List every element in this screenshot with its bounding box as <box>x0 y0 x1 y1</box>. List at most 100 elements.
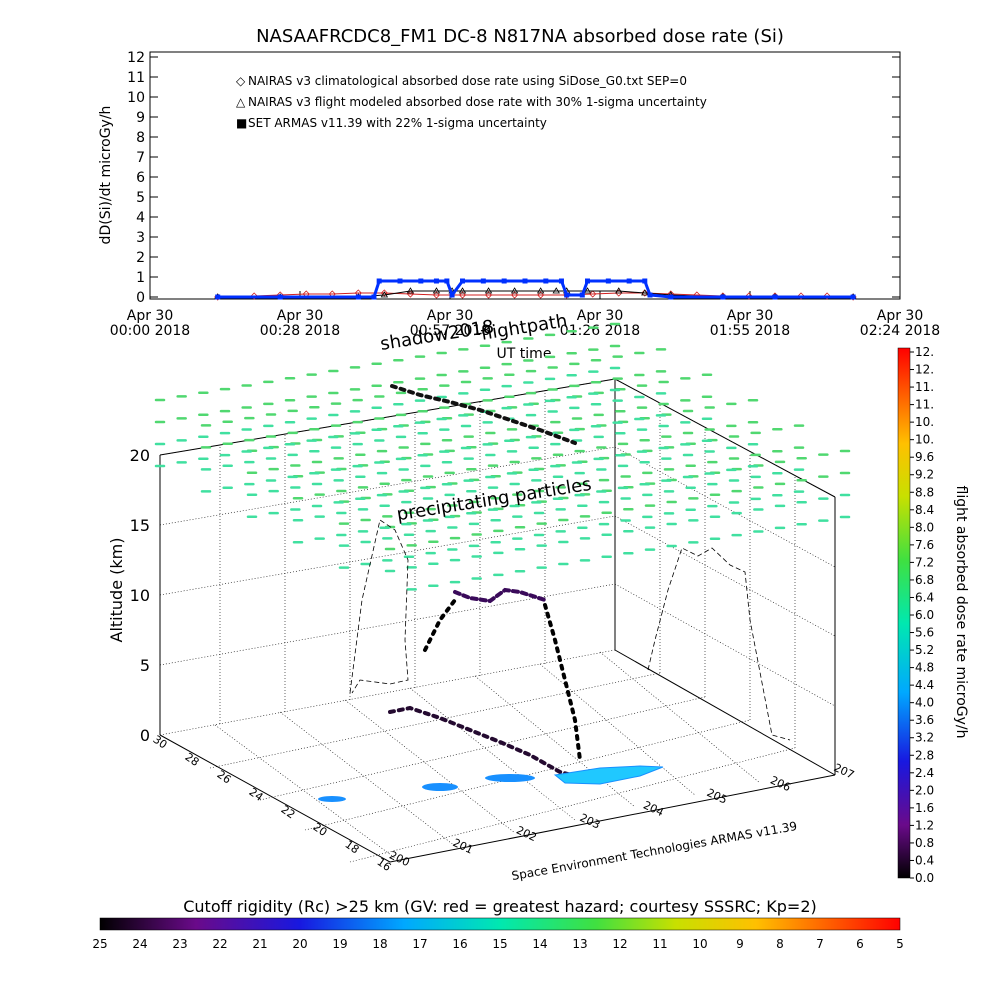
data-point <box>432 291 441 299</box>
dose-tick-label: 8.0 <box>915 520 934 534</box>
flight-path <box>388 384 592 782</box>
dose-tick-label: 7.6 <box>915 538 934 552</box>
data-point <box>449 292 455 298</box>
data-point <box>615 287 623 294</box>
data-point <box>380 289 388 297</box>
data-point <box>558 278 564 284</box>
x-tick-label: Apr 30 <box>727 308 773 324</box>
data-point <box>745 292 753 300</box>
y-tick-label: 9 <box>136 110 145 126</box>
x-tick-label: 02:24 2018 <box>860 323 940 339</box>
cutoff-colorbar-gradient <box>99 917 901 931</box>
cutoff-tick-label: 16 <box>452 937 467 951</box>
data-point <box>418 278 424 284</box>
longitude-tick: 207 <box>832 761 857 782</box>
legend-symbol-climatological: ◇ <box>236 74 246 88</box>
cutoff-tick-label: 24 <box>132 937 147 951</box>
data-point <box>552 287 560 294</box>
dose-tick-label: 11. <box>915 398 934 412</box>
x-tick-label: Apr 30 <box>427 308 473 324</box>
precip-label: precipitating particles <box>395 474 593 526</box>
rigidity-patch <box>318 796 346 802</box>
x-tick-label: Apr 30 <box>877 308 923 324</box>
data-point <box>536 287 545 294</box>
data-point <box>720 294 726 300</box>
rigidity-patch <box>485 774 535 782</box>
data-point <box>543 278 549 284</box>
dose-tick-label: 11. <box>915 380 934 394</box>
data-point <box>564 292 570 298</box>
cutoff-tick-label: 15 <box>492 937 507 951</box>
data-point <box>772 294 778 300</box>
data-point <box>432 287 441 294</box>
x-axis-label: UT time <box>497 346 552 362</box>
data-point <box>380 291 389 298</box>
cutoff-tick-label: 8 <box>776 937 784 951</box>
dose-tick-label: 10. <box>915 415 934 429</box>
cutoff-tick-label: 19 <box>332 937 347 951</box>
cutoff-tick-label: 7 <box>816 937 824 951</box>
data-point <box>460 278 465 284</box>
dose-tick-label: 0.8 <box>915 836 934 850</box>
latitude-tick: 30 <box>151 733 170 752</box>
dose-colorbar-label: flight absorbed dose rate microGy/h <box>953 486 969 739</box>
dose-tick-label: 0.4 <box>915 853 934 867</box>
dose-tick-label: 9.6 <box>915 450 934 464</box>
dose-tick-label: 1.6 <box>915 801 934 815</box>
x-tick-label: Apr 30 <box>127 308 173 324</box>
longitude-tick: 204 <box>641 798 666 819</box>
y-tick-label: 1 <box>136 270 145 286</box>
data-point <box>444 278 450 284</box>
y-tick-label: 12 <box>127 50 145 66</box>
y-tick-label: 4 <box>136 210 145 226</box>
cutoff-tick-label: 18 <box>372 937 387 951</box>
data-point <box>647 292 653 298</box>
longitude-tick: 203 <box>578 811 603 832</box>
data-point <box>641 289 649 297</box>
y-tick-label: 11 <box>127 70 145 86</box>
data-point <box>376 278 382 284</box>
altitude-ticks: 0 5 10 15 20 <box>130 446 150 745</box>
y-tick-label: 10 <box>127 90 145 106</box>
cutoff-tick-label: 23 <box>172 937 187 951</box>
data-point <box>484 287 493 294</box>
latitude-tick: 24 <box>247 785 266 804</box>
data-point <box>823 292 831 300</box>
cutoff-tick-label: 20 <box>292 937 307 951</box>
cutoff-tick-label: 6 <box>856 937 864 951</box>
data-point <box>501 278 507 284</box>
data-point <box>583 287 592 294</box>
cutoff-tick-label: 14 <box>532 937 547 951</box>
x-tick-label: 01:26 2018 <box>560 323 640 339</box>
dose-tick-label: 4.8 <box>915 661 934 675</box>
latitude-tick: 26 <box>215 768 234 787</box>
shadow-yz <box>647 547 791 741</box>
data-point <box>480 278 486 284</box>
cutoff-tick-label: 25 <box>92 937 107 951</box>
y-tick-label: 8 <box>136 130 145 146</box>
latitude-tick: 22 <box>279 803 298 822</box>
dose-ticks: 12. 12. 11. 11. 10. 10. 9.6 9.2 8.8 8.4 8.0 7.6 7.2 6… <box>910 345 934 885</box>
x-tick-label: 00:00 2018 <box>110 323 190 339</box>
altitude-tick: 5 <box>140 656 150 675</box>
dose-tick-label: 5.2 <box>915 643 934 657</box>
cutoff-tick-label: 5 <box>896 937 904 951</box>
dose-tick-label: 6.0 <box>915 608 934 622</box>
x-tick-label: 01:55 2018 <box>710 323 790 339</box>
dose-tick-label: 10. <box>915 433 934 447</box>
altitude-tick: 0 <box>140 726 150 745</box>
dose-tick-label: 3.6 <box>915 713 934 727</box>
cutoff-tick-label: 12 <box>612 937 627 951</box>
y-tick-label: 5 <box>136 190 145 206</box>
longitude-tick: 205 <box>705 786 730 807</box>
legend-label-climatological: NAIRAS v3 climatological absorbed dose r… <box>248 74 687 88</box>
dose-colorbar: 12. 12. 11. 11. 10. 10. 9.6 9.2 8.8 8.4 8.0 7.6 7.2 6… <box>897 345 969 885</box>
cutoff-tick-label: 11 <box>652 937 667 951</box>
longitude-tick: 201 <box>451 836 476 857</box>
dose-tick-label: 2.4 <box>915 766 934 780</box>
altitude-tick: 15 <box>130 516 150 535</box>
data-point <box>579 292 585 298</box>
data-point <box>250 292 258 300</box>
